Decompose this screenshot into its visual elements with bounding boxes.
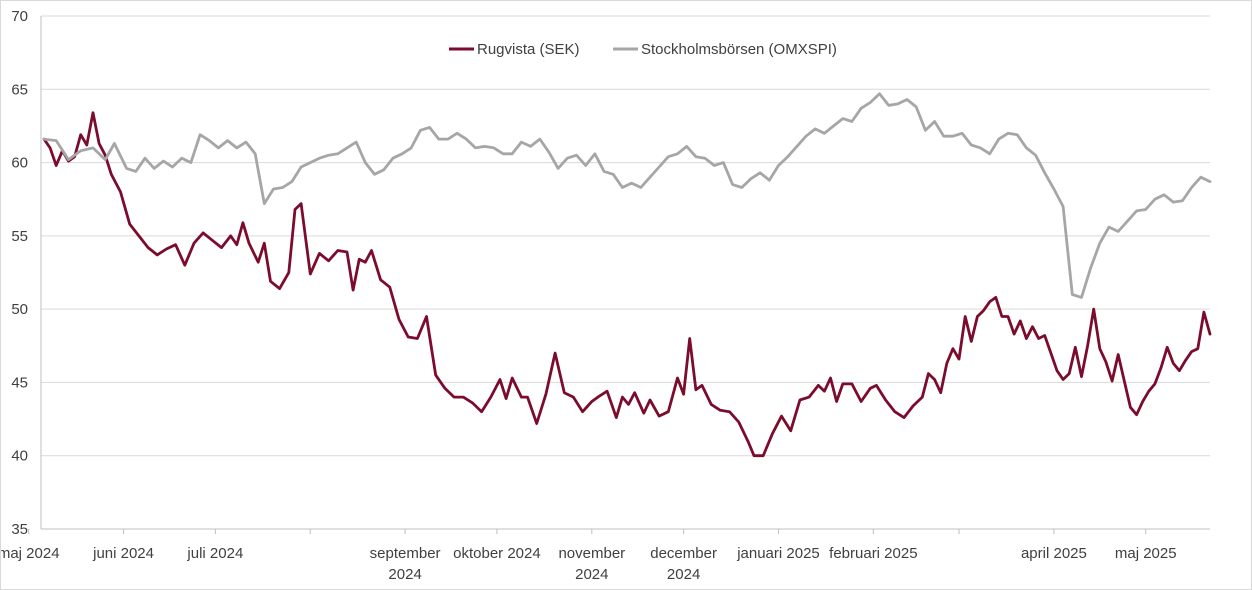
y-tick-label-70: 70 bbox=[11, 8, 28, 25]
x-tick-label-4: september 2024 bbox=[370, 545, 441, 583]
x-tick-label-line: oktober 2024 bbox=[453, 545, 541, 562]
x-tick-label-line: september bbox=[370, 545, 441, 562]
y-tick-label-45: 45 bbox=[11, 374, 28, 391]
x-tick-label-line: april 2025 bbox=[1021, 545, 1087, 562]
x-tick-label-line: 2024 bbox=[388, 566, 421, 583]
x-tick-label-12: maj 2025 bbox=[1115, 545, 1177, 562]
x-tick-label-line: maj 2024 bbox=[1, 545, 60, 562]
y-tick-label-35: 35 bbox=[11, 521, 28, 538]
x-tick-label-1: juni 2024 bbox=[92, 545, 154, 562]
x-tick-label-line: december bbox=[650, 545, 717, 562]
y-tick-label-40: 40 bbox=[11, 448, 28, 465]
legend-label-1: Stockholmsbörsen (OMXSPI) bbox=[641, 41, 837, 58]
y-tick-label-65: 65 bbox=[11, 81, 28, 98]
legend: Rugvista (SEK) Stockholmsbörsen (OMXSPI) bbox=[449, 41, 837, 58]
series-lines bbox=[42, 92, 1212, 458]
x-tick-label-5: oktober 2024 bbox=[453, 545, 541, 562]
x-tick-label-8: januari 2025 bbox=[736, 545, 820, 562]
series-line-0 bbox=[42, 111, 1212, 458]
y-tick-label-50: 50 bbox=[11, 301, 28, 318]
series-line-1 bbox=[42, 92, 1212, 299]
y-tick-label-60: 60 bbox=[11, 155, 28, 172]
x-tick-label-line: november bbox=[558, 545, 625, 562]
x-tick-label-line: januari 2025 bbox=[736, 545, 820, 562]
axes: 35 40 45 50 55 60 65 70 maj 2024 juni 2024 juli 20… bbox=[1, 8, 1210, 583]
x-tick-label-line: februari 2025 bbox=[829, 545, 917, 562]
x-tick-label-line: juni 2024 bbox=[92, 545, 154, 562]
x-tick-label-9: februari 2025 bbox=[829, 545, 917, 562]
y-tick-label-55: 55 bbox=[11, 228, 28, 245]
x-tick-label-line: 2024 bbox=[667, 566, 700, 583]
x-tick-label-2: juli 2024 bbox=[186, 545, 243, 562]
x-tick-label-7: december 2024 bbox=[650, 545, 717, 583]
x-tick-label-line: juli 2024 bbox=[186, 545, 243, 562]
x-tick-label-line: 2024 bbox=[575, 566, 608, 583]
gridlines bbox=[41, 15, 1210, 457]
x-tick-label-0: maj 2024 bbox=[1, 545, 60, 562]
x-tick-label-line: maj 2025 bbox=[1115, 545, 1177, 562]
x-tick-label-6: november 2024 bbox=[558, 545, 625, 583]
x-tick-label-11: april 2025 bbox=[1021, 545, 1087, 562]
legend-label-0: Rugvista (SEK) bbox=[477, 41, 580, 58]
